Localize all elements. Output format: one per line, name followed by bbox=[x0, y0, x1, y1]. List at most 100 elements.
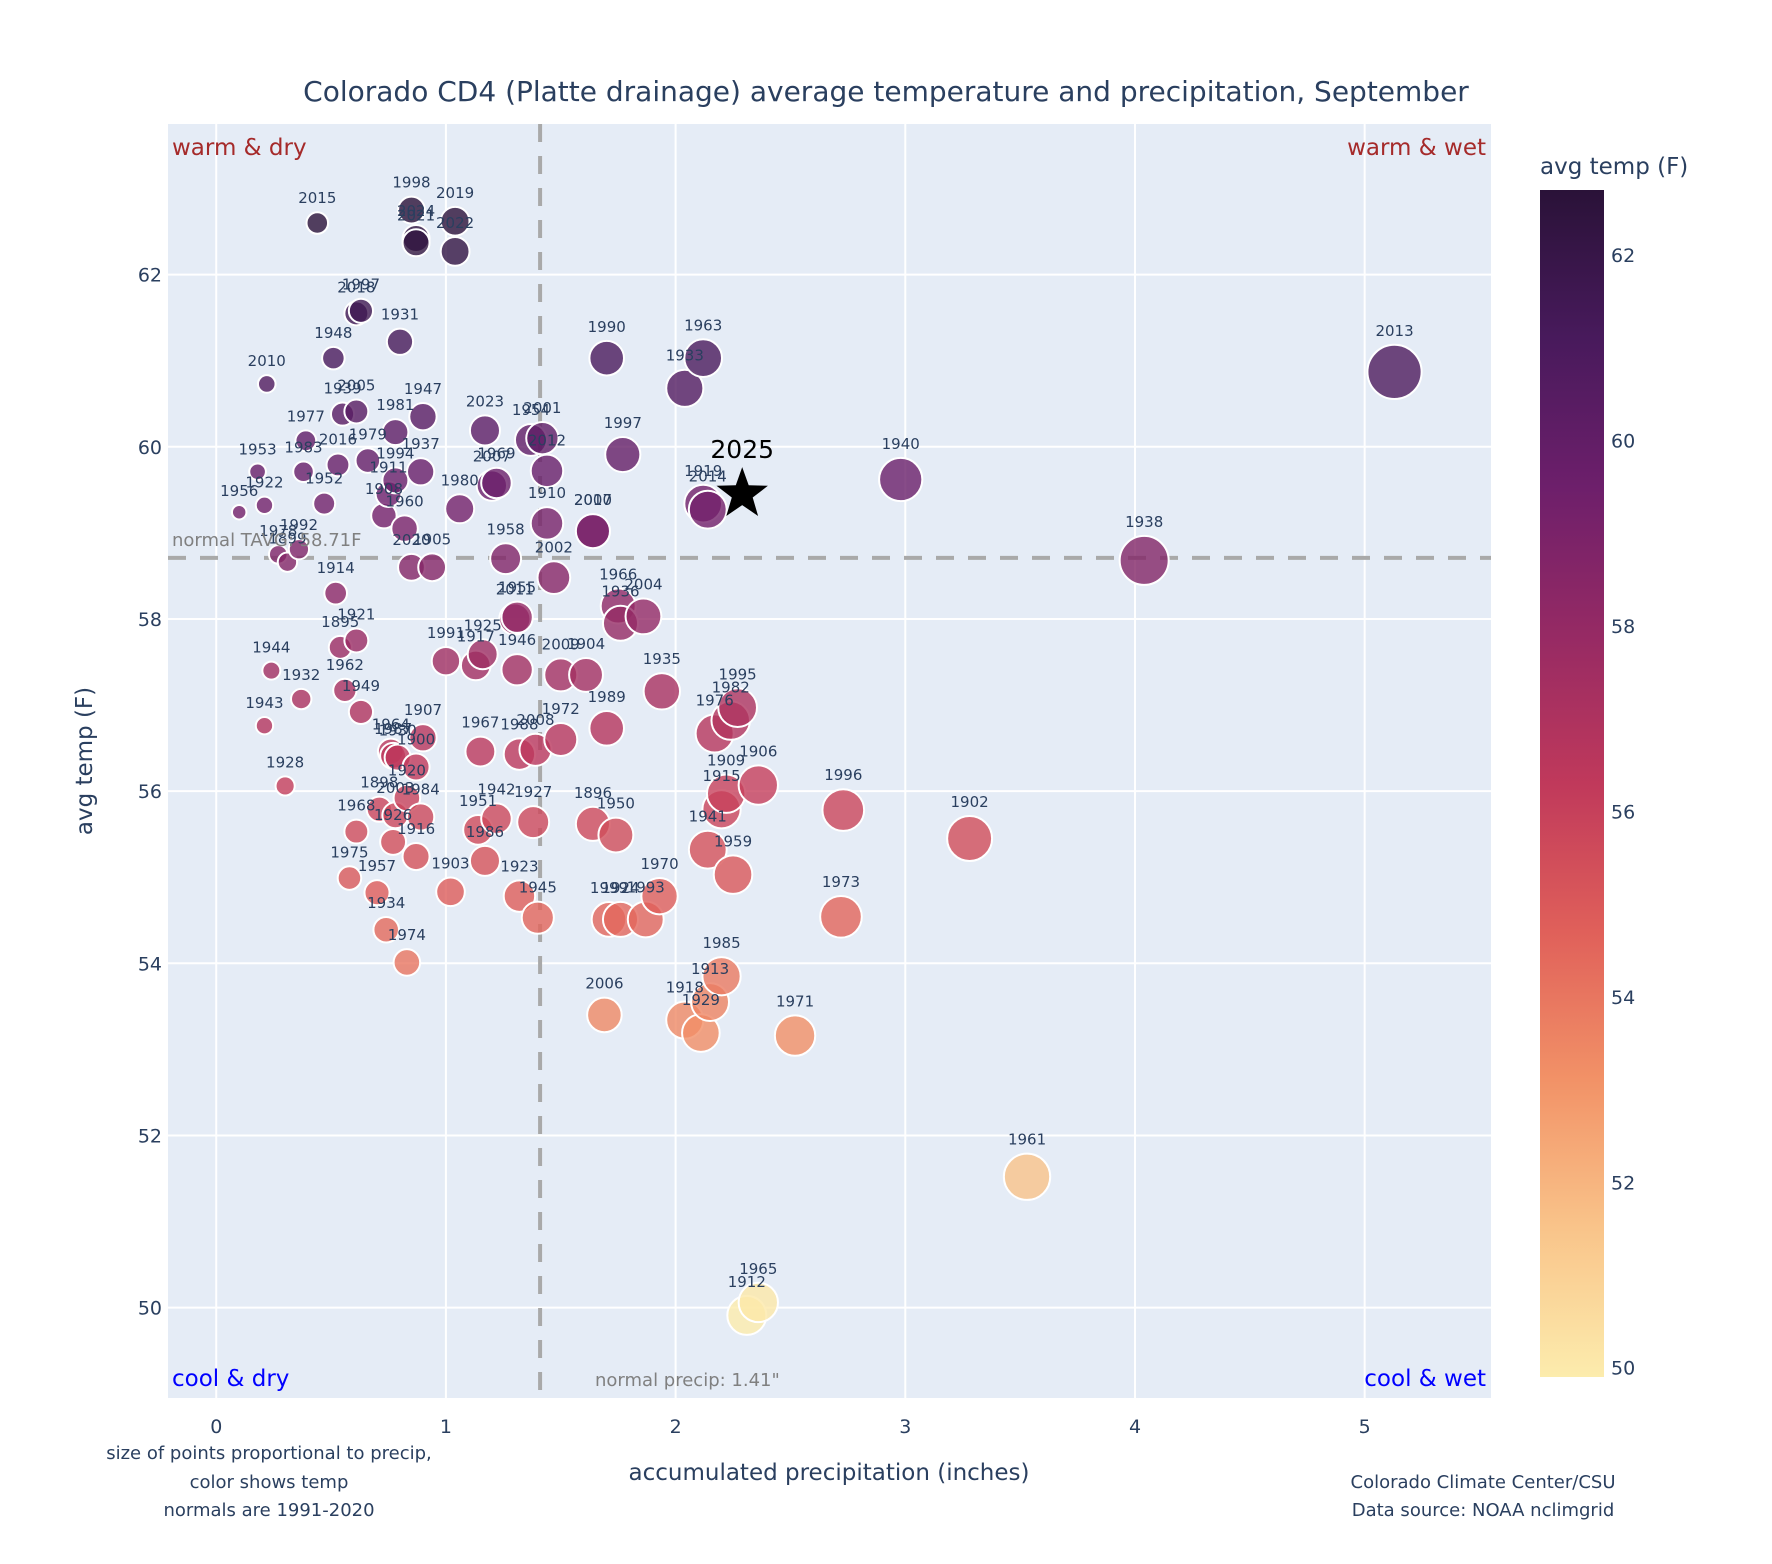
point-label: 2021 bbox=[397, 206, 435, 224]
point-label: 1974 bbox=[388, 926, 426, 944]
point-label: 2016 bbox=[319, 430, 357, 448]
point-label: 1986 bbox=[466, 823, 504, 841]
point-label: 2008 bbox=[516, 711, 554, 729]
point-label: 1982 bbox=[712, 678, 750, 696]
point-label: 1938 bbox=[1125, 513, 1163, 531]
point-label: 1989 bbox=[588, 688, 626, 706]
point-label: 1934 bbox=[367, 894, 405, 912]
point-label: 2002 bbox=[535, 538, 573, 556]
point-label: 1943 bbox=[245, 694, 283, 712]
gridlines bbox=[168, 124, 1491, 1398]
data-point-1961 bbox=[1002, 1152, 1052, 1201]
point-label: 1973 bbox=[822, 873, 860, 891]
data-point-2015 bbox=[305, 211, 330, 235]
point-label: 2001 bbox=[523, 399, 561, 417]
colorbar-tick-label: 62 bbox=[1611, 245, 1635, 267]
data-point-1944 bbox=[261, 660, 282, 681]
point-label: 1921 bbox=[337, 606, 375, 624]
point-label: 1995 bbox=[719, 665, 757, 683]
point-label: 2000 bbox=[574, 491, 612, 509]
point-label: 1906 bbox=[739, 742, 777, 760]
point-label: 1963 bbox=[684, 316, 722, 334]
point-label: 1979 bbox=[349, 425, 387, 443]
x-tick-label: 0 bbox=[210, 1416, 222, 1438]
point-label: 1908 bbox=[365, 480, 403, 498]
point-label: 1953 bbox=[238, 440, 276, 458]
point-label: 1895 bbox=[321, 613, 359, 631]
data-point-1965 bbox=[737, 1281, 779, 1324]
data-point-1995 bbox=[717, 687, 758, 728]
point-label: 1990 bbox=[588, 318, 626, 336]
point-label: 1920 bbox=[388, 762, 426, 780]
point-label: 2024 bbox=[397, 202, 435, 220]
data-point-1997 bbox=[347, 297, 375, 324]
point-label: 2009 bbox=[542, 635, 580, 653]
data-point-1990 bbox=[588, 339, 626, 377]
point-label: 2007 bbox=[473, 447, 511, 465]
y-tick-label: 58 bbox=[138, 609, 162, 631]
data-point-1953 bbox=[248, 462, 267, 482]
data-point-1903 bbox=[435, 876, 466, 908]
colorbar-tick-label: 52 bbox=[1611, 1172, 1635, 1194]
point-label: 1960 bbox=[385, 492, 423, 510]
point-label: 1967 bbox=[461, 714, 499, 732]
point-label: 1936 bbox=[601, 583, 639, 601]
colorbar-tick-label: 50 bbox=[1611, 1358, 1635, 1380]
point-label: 1932 bbox=[282, 666, 320, 684]
y-axis-ticks: 50 52 54 56 58 60 62 bbox=[138, 265, 162, 1320]
data-point-1945 bbox=[520, 900, 555, 935]
point-label: 2005 bbox=[337, 377, 375, 395]
point-label: 1966 bbox=[599, 566, 637, 584]
data-point-1998 bbox=[397, 195, 426, 225]
data-point-1973 bbox=[819, 894, 863, 939]
x-tick-label: 3 bbox=[899, 1416, 911, 1438]
point-label: 1905 bbox=[413, 530, 451, 548]
data-point-1981 bbox=[381, 418, 410, 447]
point-label: 1899 bbox=[268, 529, 306, 547]
credit-line-2: Data source: NOAA nclimgrid bbox=[1352, 1500, 1615, 1521]
y-axis-title: avg temp (F) bbox=[72, 687, 98, 835]
data-point-1952 bbox=[312, 491, 337, 516]
data-point-1992 bbox=[287, 538, 311, 561]
point-label: 1971 bbox=[776, 992, 814, 1010]
point-label: 1961 bbox=[1008, 1131, 1046, 1149]
point-label: 1983 bbox=[284, 438, 322, 456]
y-tick-label: 54 bbox=[138, 953, 162, 975]
point-label: 1926 bbox=[374, 806, 412, 824]
point-label: 1964 bbox=[372, 716, 410, 734]
point-label: 2019 bbox=[436, 184, 474, 202]
point-label: 1915 bbox=[702, 767, 740, 785]
point-label: 2022 bbox=[436, 214, 474, 232]
x-tick-label: 5 bbox=[1359, 1416, 1371, 1438]
point-label: 1917 bbox=[457, 628, 495, 646]
point-label: 1941 bbox=[689, 808, 727, 826]
data-point-2023 bbox=[468, 414, 502, 447]
point-label: 1998 bbox=[392, 174, 430, 192]
data-point-1959 bbox=[712, 854, 754, 895]
point-label: 1916 bbox=[397, 820, 435, 838]
point-label: 2006 bbox=[585, 975, 623, 993]
data-point-1960 bbox=[390, 514, 419, 543]
data-point-1950 bbox=[597, 816, 635, 854]
point-label: 2017 bbox=[574, 491, 612, 509]
quadrant-label-cool-wet: cool & wet bbox=[1364, 1366, 1486, 1392]
point-label: 1976 bbox=[696, 691, 734, 709]
point-label: 2014 bbox=[689, 468, 727, 486]
x-axis-ticks: 0 1 2 3 4 5 bbox=[210, 1416, 1371, 1438]
normal-precip-label: normal precip: 1.41" bbox=[595, 1370, 780, 1391]
point-label: 1959 bbox=[714, 832, 752, 850]
point-label: 1991 bbox=[427, 624, 465, 642]
point-label: 1942 bbox=[477, 780, 515, 798]
point-label: 1925 bbox=[464, 616, 502, 634]
point-label: 1992 bbox=[280, 516, 318, 534]
point-label: 1935 bbox=[643, 650, 681, 668]
point-label: 1929 bbox=[682, 991, 720, 1009]
normal-lines bbox=[168, 124, 1491, 1398]
point-label: 1996 bbox=[824, 766, 862, 784]
point-label: 1951 bbox=[459, 792, 497, 810]
point-label: 2010 bbox=[248, 352, 286, 370]
point-label: 1930 bbox=[379, 721, 417, 739]
data-point-1996 bbox=[821, 788, 866, 832]
data-point-1983 bbox=[292, 460, 315, 484]
data-point-1933 bbox=[665, 368, 705, 408]
